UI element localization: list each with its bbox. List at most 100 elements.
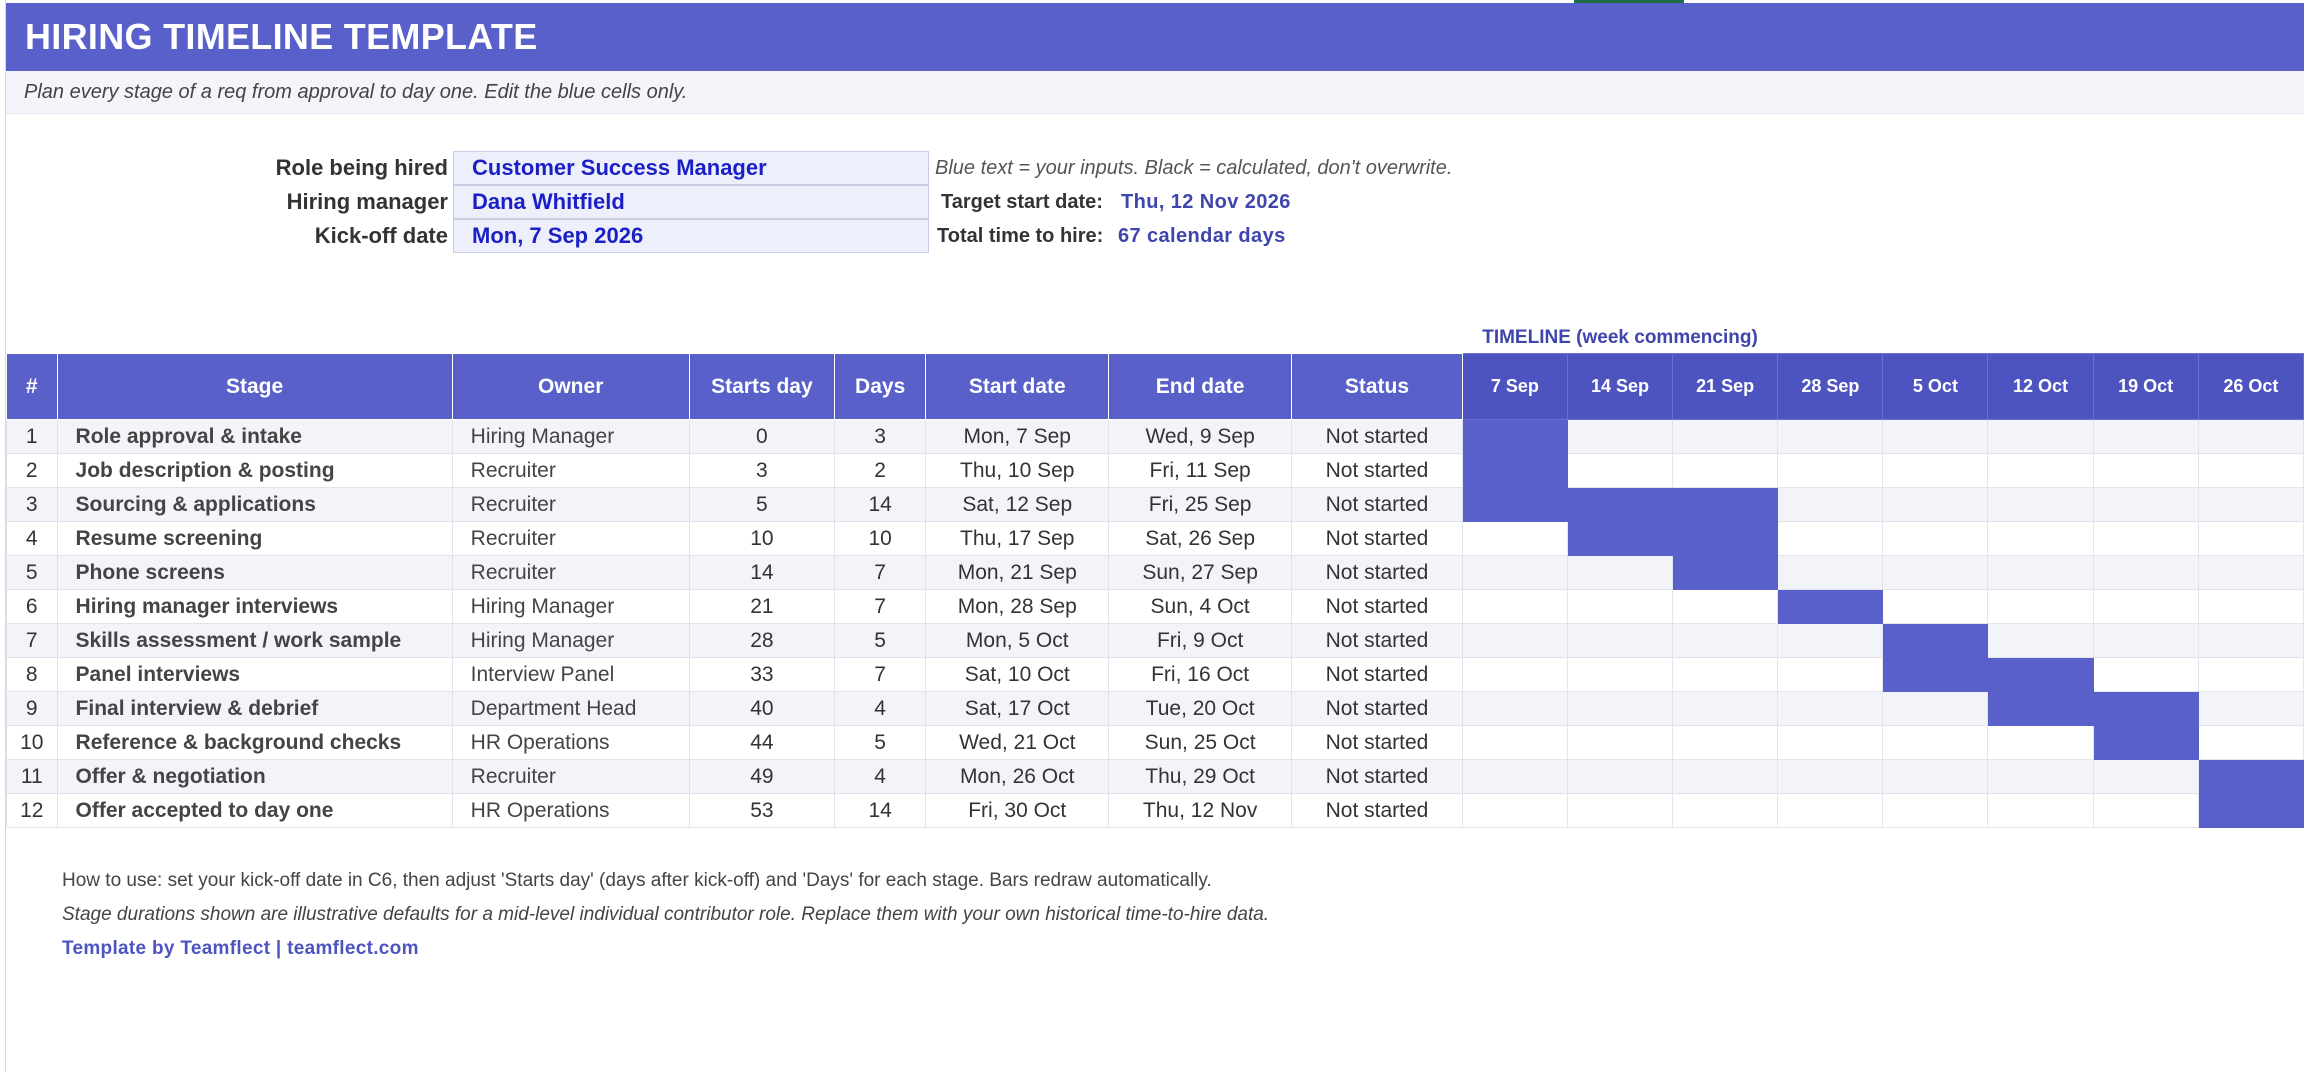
gantt-empty-cell[interactable] [1672, 657, 1779, 692]
gantt-bar-cell[interactable] [1461, 453, 1568, 488]
gantt-bar-cell[interactable] [1672, 521, 1779, 556]
end-date-cell[interactable]: Sun, 27 Sep [1108, 555, 1293, 590]
status-cell[interactable]: Not started [1291, 521, 1463, 556]
teamflect-credit-link[interactable]: Template by Teamflect | teamflect.com [62, 938, 419, 959]
gantt-bar-cell[interactable] [1882, 623, 1989, 658]
gantt-empty-cell[interactable] [2197, 453, 2304, 488]
week-header[interactable]: 14 Sep [1566, 353, 1674, 420]
row-number-cell[interactable]: 9 [6, 691, 58, 726]
gantt-bar-cell[interactable] [2197, 759, 2304, 794]
role-input-cell[interactable]: Customer Success Manager [453, 151, 929, 185]
gantt-empty-cell[interactable] [2092, 521, 2199, 556]
gantt-empty-cell[interactable] [2197, 725, 2304, 760]
stage-cell[interactable]: Sourcing & applications [56, 487, 453, 522]
gantt-empty-cell[interactable] [1987, 589, 2094, 624]
status-cell[interactable]: Not started [1291, 793, 1463, 828]
stage-cell[interactable]: Offer & negotiation [56, 759, 453, 794]
starts-day-cell[interactable]: 49 [688, 759, 836, 794]
days-cell[interactable]: 14 [833, 487, 927, 522]
start-date-cell[interactable]: Wed, 21 Oct [925, 725, 1110, 760]
week-header[interactable]: 21 Sep [1672, 353, 1779, 420]
start-date-cell[interactable]: Mon, 28 Sep [925, 589, 1110, 624]
gantt-empty-cell[interactable] [1987, 725, 2094, 760]
gantt-empty-cell[interactable] [1461, 623, 1568, 658]
col-header-start-date[interactable]: Start date [925, 353, 1110, 420]
stage-cell[interactable]: Panel interviews [56, 657, 453, 692]
stage-cell[interactable]: Phone screens [56, 555, 453, 590]
end-date-cell[interactable]: Sun, 4 Oct [1108, 589, 1293, 624]
gantt-empty-cell[interactable] [1987, 453, 2094, 488]
gantt-bar-cell[interactable] [2092, 691, 2199, 726]
gantt-empty-cell[interactable] [1987, 487, 2094, 522]
gantt-empty-cell[interactable] [1987, 419, 2094, 454]
gantt-empty-cell[interactable] [2197, 521, 2304, 556]
starts-day-cell[interactable]: 10 [688, 521, 836, 556]
gantt-empty-cell[interactable] [1461, 759, 1568, 794]
col-header-starts-day[interactable]: Starts day [688, 353, 836, 420]
gantt-bar-cell[interactable] [1461, 487, 1568, 522]
gantt-empty-cell[interactable] [1987, 623, 2094, 658]
how-to-use-note[interactable]: How to use: set your kick-off date in C6… [62, 870, 1212, 891]
owner-cell[interactable]: Hiring Manager [451, 623, 690, 658]
starts-day-cell[interactable]: 44 [688, 725, 836, 760]
gantt-empty-cell[interactable] [1672, 759, 1779, 794]
week-header[interactable]: 26 Oct [2197, 353, 2304, 420]
gantt-bar-cell[interactable] [1672, 555, 1779, 590]
days-cell[interactable]: 7 [833, 589, 927, 624]
starts-day-cell[interactable]: 0 [688, 419, 836, 454]
row-number-cell[interactable]: 6 [6, 589, 58, 624]
start-date-cell[interactable]: Fri, 30 Oct [925, 793, 1110, 828]
starts-day-cell[interactable]: 21 [688, 589, 836, 624]
owner-cell[interactable]: HR Operations [451, 725, 690, 760]
gantt-empty-cell[interactable] [1461, 521, 1568, 556]
start-date-cell[interactable]: Sat, 17 Oct [925, 691, 1110, 726]
gantt-empty-cell[interactable] [1777, 623, 1884, 658]
row-number-cell[interactable]: 4 [6, 521, 58, 556]
row-number-cell[interactable]: 11 [6, 759, 58, 794]
gantt-empty-cell[interactable] [1566, 453, 1674, 488]
input-legend-note[interactable]: Blue text = your inputs. Black = calcula… [935, 157, 1453, 179]
status-cell[interactable]: Not started [1291, 759, 1463, 794]
gantt-empty-cell[interactable] [2197, 589, 2304, 624]
starts-day-cell[interactable]: 3 [688, 453, 836, 488]
gantt-empty-cell[interactable] [1672, 793, 1779, 828]
gantt-empty-cell[interactable] [1461, 793, 1568, 828]
gantt-bar-cell[interactable] [1566, 487, 1674, 522]
starts-day-cell[interactable]: 5 [688, 487, 836, 522]
status-cell[interactable]: Not started [1291, 691, 1463, 726]
gantt-bar-cell[interactable] [1987, 657, 2094, 692]
gantt-empty-cell[interactable] [2092, 589, 2199, 624]
start-date-cell[interactable]: Mon, 21 Sep [925, 555, 1110, 590]
gantt-empty-cell[interactable] [1461, 589, 1568, 624]
owner-cell[interactable]: Department Head [451, 691, 690, 726]
end-date-cell[interactable]: Fri, 9 Oct [1108, 623, 1293, 658]
col-header-number[interactable]: # [6, 353, 58, 420]
owner-cell[interactable]: Recruiter [451, 759, 690, 794]
stage-cell[interactable]: Reference & background checks [56, 725, 453, 760]
end-date-cell[interactable]: Fri, 11 Sep [1108, 453, 1293, 488]
gantt-empty-cell[interactable] [2092, 555, 2199, 590]
stage-cell[interactable]: Hiring manager interviews [56, 589, 453, 624]
gantt-empty-cell[interactable] [2197, 657, 2304, 692]
col-header-owner[interactable]: Owner [451, 353, 690, 420]
status-cell[interactable]: Not started [1291, 419, 1463, 454]
starts-day-cell[interactable]: 14 [688, 555, 836, 590]
row-number-cell[interactable]: 1 [6, 419, 58, 454]
gantt-empty-cell[interactable] [1461, 555, 1568, 590]
gantt-empty-cell[interactable] [1777, 487, 1884, 522]
status-cell[interactable]: Not started [1291, 589, 1463, 624]
end-date-cell[interactable]: Tue, 20 Oct [1108, 691, 1293, 726]
status-cell[interactable]: Not started [1291, 555, 1463, 590]
gantt-bar-cell[interactable] [1566, 521, 1674, 556]
days-cell[interactable]: 4 [833, 691, 927, 726]
end-date-cell[interactable]: Sun, 25 Oct [1108, 725, 1293, 760]
row-number-cell[interactable]: 10 [6, 725, 58, 760]
gantt-bar-cell[interactable] [1777, 589, 1884, 624]
gantt-empty-cell[interactable] [1882, 793, 1989, 828]
gantt-empty-cell[interactable] [2092, 487, 2199, 522]
row-number-cell[interactable]: 2 [6, 453, 58, 488]
gantt-empty-cell[interactable] [1461, 725, 1568, 760]
durations-note[interactable]: Stage durations shown are illustrative d… [62, 904, 1270, 925]
end-date-cell[interactable]: Wed, 9 Sep [1108, 419, 1293, 454]
status-cell[interactable]: Not started [1291, 487, 1463, 522]
